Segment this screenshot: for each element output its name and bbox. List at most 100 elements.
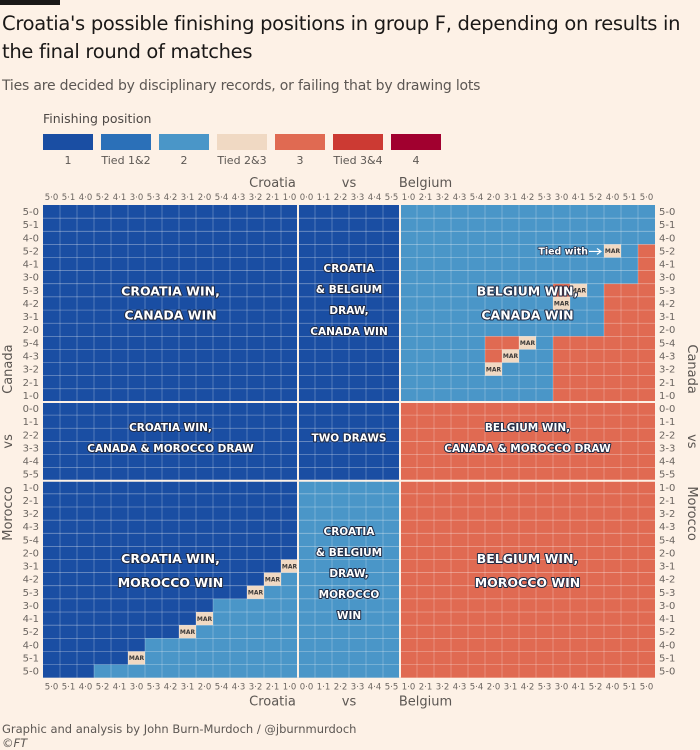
heatmap-cell <box>332 572 349 586</box>
heatmap-cell <box>264 415 281 429</box>
heatmap-cell <box>366 362 383 376</box>
heatmap-cell <box>502 559 519 573</box>
heatmap-cell <box>111 546 128 560</box>
legend: 1 Tied 1&2 2 Tied 2&3 3 Tied 3&4 4 <box>43 134 449 167</box>
heatmap-cell <box>298 323 315 337</box>
heatmap-cell <box>366 218 383 232</box>
heatmap-cell <box>94 480 111 494</box>
heatmap-cell <box>400 651 417 665</box>
heatmap-cell <box>553 415 570 429</box>
heatmap-cell <box>400 270 417 284</box>
heatmap-cell <box>247 336 264 350</box>
quadrant-label: BELGIUM WIN, <box>477 551 579 566</box>
heatmap-cell <box>621 493 638 507</box>
heatmap-cell <box>485 323 502 337</box>
heatmap-cell <box>145 520 162 534</box>
heatmap-cell <box>519 454 536 468</box>
heatmap-cell <box>621 625 638 639</box>
chart-title: Croatia's possible finishing positions i… <box>2 12 681 63</box>
heatmap-cell <box>128 493 145 507</box>
heatmap-cell <box>77 218 94 232</box>
heatmap-cell <box>349 612 366 626</box>
heatmap-cell <box>43 388 60 402</box>
heatmap-cell <box>315 651 332 665</box>
heatmap-cell <box>434 296 451 311</box>
heatmap-cell <box>621 441 638 455</box>
heatmap-cell <box>196 572 213 586</box>
heatmap-cell <box>621 205 638 219</box>
heatmap-cell <box>315 231 332 245</box>
heatmap-cell <box>570 493 587 507</box>
heatmap-cell <box>621 336 638 350</box>
heatmap-cell <box>468 388 485 402</box>
x-tick-bottom: 4·0 <box>79 683 93 693</box>
heatmap-cell <box>43 244 60 258</box>
heatmap-cell <box>638 638 655 652</box>
heatmap-cell <box>468 310 485 324</box>
heatmap-cell <box>451 362 468 376</box>
heatmap-cell <box>213 415 230 429</box>
heatmap-cell <box>638 349 655 363</box>
heatmap-cell <box>536 493 553 507</box>
heatmap-cell <box>77 638 94 652</box>
heatmap-cell <box>604 362 621 376</box>
heatmap-cell <box>162 480 179 494</box>
y-tick-left: 4-4 <box>23 457 39 468</box>
heatmap-cell <box>502 296 519 311</box>
heatmap-cell <box>281 336 298 350</box>
heatmap-cell <box>451 651 468 665</box>
heatmap-cell <box>315 283 332 297</box>
heatmap-cell <box>383 257 400 271</box>
tie-label: MAR <box>554 301 570 308</box>
x-tick-bottom: 5·3 <box>538 683 552 693</box>
y-axis-title-mid: vs <box>1 434 16 449</box>
heatmap-cell <box>434 651 451 665</box>
x-tick-top: 2·0 <box>487 193 501 203</box>
heatmap-cell <box>400 257 417 271</box>
heatmap-cell <box>570 283 587 297</box>
heatmap-cell <box>468 441 485 455</box>
heatmap-cell <box>366 323 383 337</box>
heatmap-cell <box>536 218 553 232</box>
heatmap-cell <box>485 401 502 416</box>
heatmap-cell <box>366 244 383 258</box>
heatmap-cell <box>638 270 655 284</box>
heatmap-cell <box>77 467 94 481</box>
heatmap-cell <box>417 231 434 245</box>
heatmap-cell <box>485 480 502 494</box>
heatmap-cell <box>111 454 128 468</box>
y-tick-right: 5-3 <box>659 286 675 297</box>
heatmap-cell <box>128 428 145 442</box>
y-tick-left: 3-2 <box>23 365 39 376</box>
heatmap-cell <box>281 559 298 573</box>
legend-item: 1 <box>43 134 93 167</box>
heatmap-cell <box>519 572 536 586</box>
heatmap-cell <box>587 625 604 639</box>
x-axis-title-right: Belgium <box>399 176 452 191</box>
heatmap-cell <box>111 441 128 455</box>
heatmap-cell <box>264 336 281 350</box>
heatmap-cell <box>638 362 655 376</box>
heatmap-cell <box>281 493 298 507</box>
heatmap-cell <box>553 428 570 442</box>
heatmap-cell <box>434 546 451 560</box>
heatmap-cell <box>264 244 281 258</box>
heatmap-cell <box>400 323 417 337</box>
heatmap-cell <box>570 612 587 626</box>
heatmap-cell <box>604 349 621 363</box>
heatmap-cell <box>298 625 315 639</box>
heatmap-cell <box>43 506 60 521</box>
heatmap-cell <box>315 638 332 652</box>
legend-swatch <box>159 134 209 150</box>
heatmap-cell <box>536 310 553 324</box>
heatmap-cell <box>417 454 434 468</box>
heatmap-cell <box>570 546 587 560</box>
y-tick-right: 5-2 <box>659 627 675 638</box>
heatmap-cell <box>604 651 621 665</box>
heatmap-cell <box>298 493 315 507</box>
quadrant-label: CROATIA WIN, <box>121 283 220 298</box>
y-tick-right: 4-0 <box>659 640 675 651</box>
heatmap-cell <box>519 375 536 389</box>
heatmap-cell <box>315 401 332 416</box>
heatmap-cell <box>485 231 502 245</box>
